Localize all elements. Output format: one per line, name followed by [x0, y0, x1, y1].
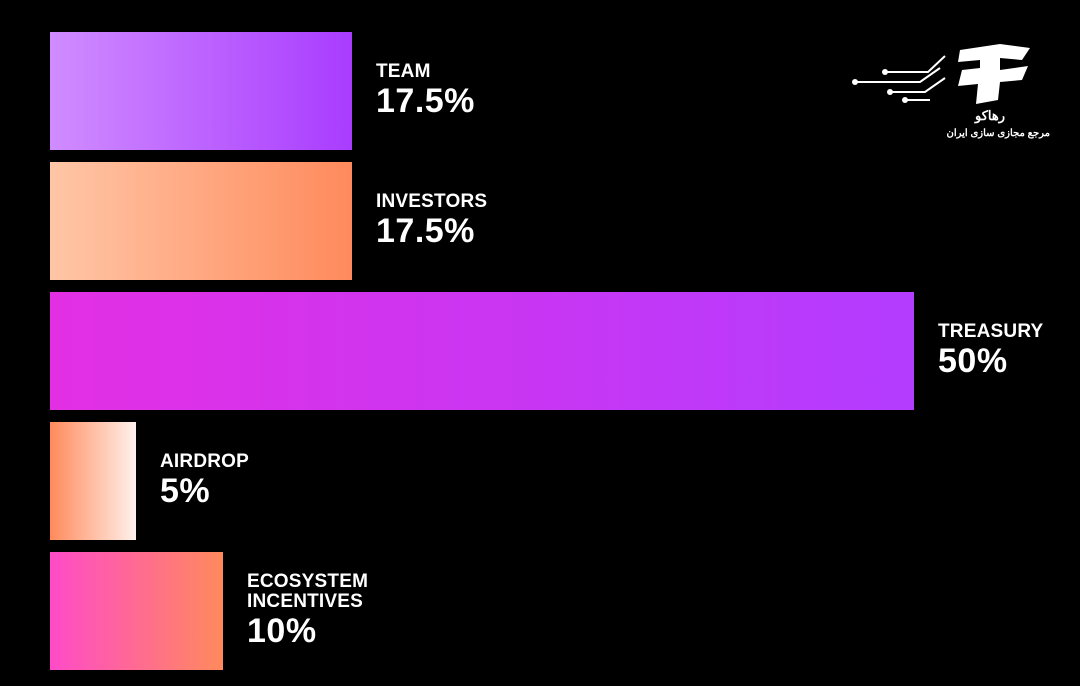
- circuit-logo-icon: [852, 44, 1030, 104]
- bar-ecosystem-incentives: [50, 552, 223, 670]
- category-label: TREASURY: [938, 321, 1044, 342]
- watermark-name: رهاکو: [975, 108, 1005, 123]
- bar-treasury: [50, 292, 914, 410]
- bar-label: TEAM 17.5%: [376, 62, 475, 120]
- bar-team: [50, 32, 352, 150]
- value-label: 50%: [938, 341, 1008, 380]
- bar-label: AIRDROP 5%: [160, 452, 249, 510]
- bar-label: ECOSYSTEM INCENTIVES 10%: [247, 572, 368, 650]
- category-label: ECOSYSTEM: [247, 571, 369, 592]
- category-label: INCENTIVES: [247, 590, 364, 612]
- watermark-subtitle: مرجع مجازی سازی ایران: [946, 128, 1050, 139]
- category-label: INVESTORS: [376, 191, 488, 212]
- bar-investors: [50, 162, 352, 280]
- value-label: 17.5%: [376, 211, 475, 250]
- value-label: 10%: [247, 611, 317, 650]
- bar-airdrop: [50, 422, 136, 540]
- bar-label: TREASURY 50%: [938, 322, 1043, 380]
- value-label: 17.5%: [376, 81, 475, 120]
- bar-label: INVESTORS 17.5%: [376, 192, 487, 250]
- category-label: AIRDROP: [160, 451, 250, 472]
- watermark-logo: رهاکو مرجع مجازی سازی ایران: [850, 30, 1050, 150]
- category-label: TEAM: [376, 61, 431, 82]
- value-label: 5%: [160, 471, 211, 510]
